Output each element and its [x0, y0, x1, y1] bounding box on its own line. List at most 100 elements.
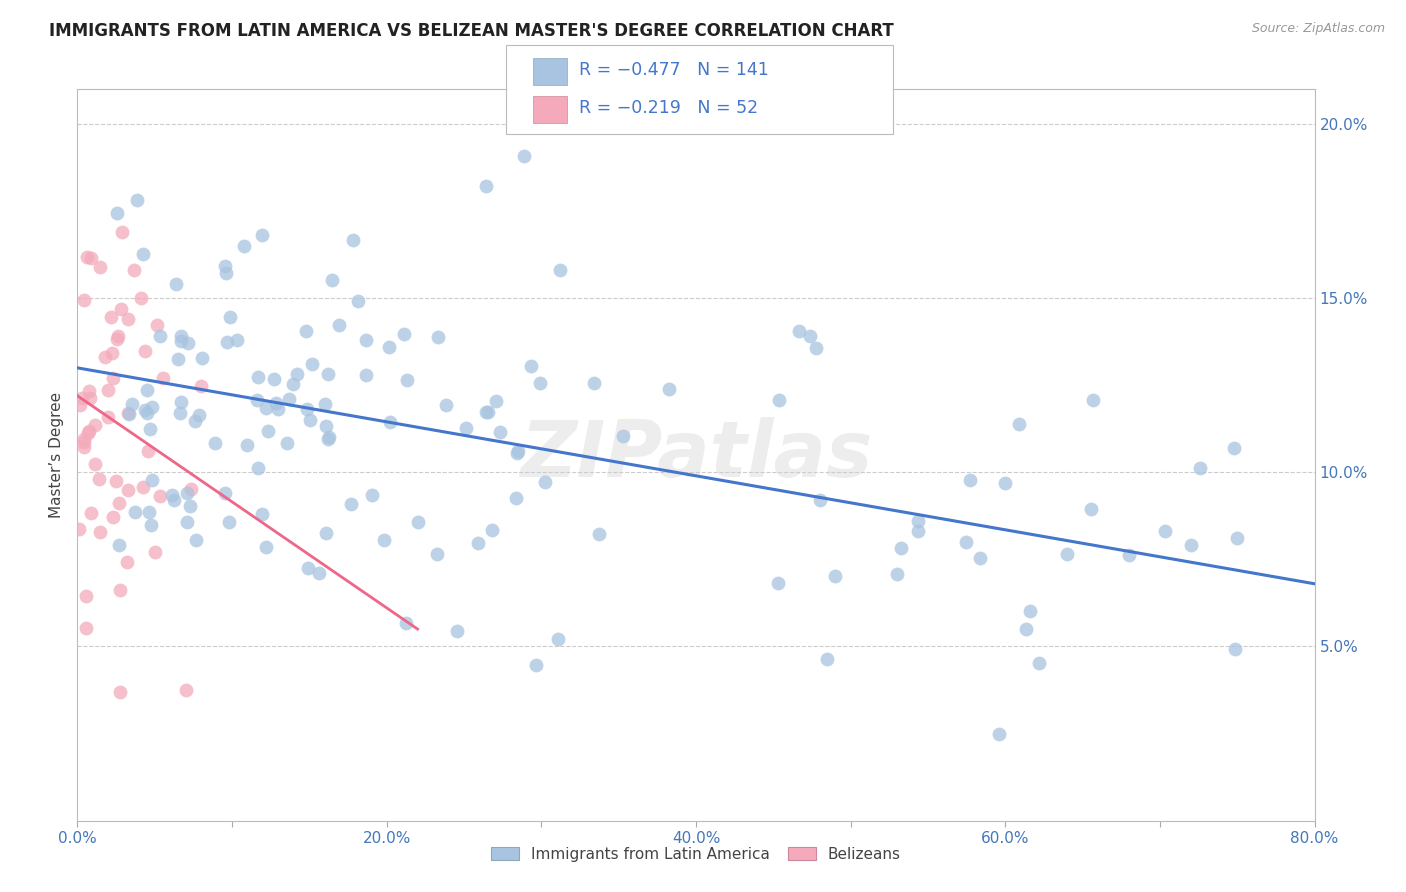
Point [184, 414, 207, 428]
Point [467, 535, 489, 549]
Point [170, 395, 193, 409]
Point [89, 525, 111, 540]
Point [124, 506, 146, 520]
Point [1080, 502, 1102, 516]
Y-axis label: Master’s Degree: Master’s Degree [49, 392, 65, 518]
Point [267, 402, 290, 417]
Point [256, 424, 278, 438]
Point [354, 333, 377, 347]
Point [254, 401, 277, 416]
Point [474, 179, 496, 194]
Point [136, 443, 159, 458]
Point [434, 398, 457, 412]
Point [101, 370, 124, 384]
Point [475, 404, 498, 418]
Point [73, 432, 96, 446]
Point [170, 334, 193, 349]
Point [170, 329, 193, 343]
Point [165, 277, 187, 291]
Point [67, 523, 90, 537]
Point [815, 652, 838, 666]
Point [346, 294, 368, 309]
Point [129, 291, 152, 305]
Point [529, 376, 551, 390]
Point [236, 438, 259, 452]
Point [246, 392, 269, 407]
Point [121, 397, 143, 411]
Text: R = −0.219   N = 52: R = −0.219 N = 52 [579, 99, 758, 117]
Point [315, 418, 337, 433]
Point [163, 492, 186, 507]
Point [505, 445, 527, 459]
Point [134, 343, 156, 358]
Point [136, 383, 159, 397]
Point [176, 486, 198, 500]
Point [955, 535, 977, 549]
Point [184, 533, 207, 548]
Point [132, 480, 155, 494]
Point [225, 333, 247, 347]
Point [141, 473, 163, 487]
Point [378, 415, 401, 429]
Point [73, 434, 96, 449]
Point [1015, 622, 1038, 636]
Point [204, 435, 226, 450]
Point [276, 436, 298, 450]
Point [105, 206, 128, 220]
Point [1180, 538, 1202, 552]
Point [890, 541, 912, 555]
Point [446, 624, 468, 638]
Point [83, 418, 105, 433]
Point [316, 432, 339, 446]
Point [191, 351, 214, 366]
Point [77, 384, 100, 399]
Point [318, 367, 340, 381]
Point [104, 474, 127, 488]
Point [315, 526, 337, 541]
Point [254, 540, 277, 554]
Point [97, 383, 120, 397]
Point [1154, 524, 1177, 538]
Point [907, 514, 929, 528]
Point [94, 351, 117, 365]
Point [1019, 603, 1042, 617]
Point [285, 367, 308, 381]
Point [108, 538, 131, 552]
Point [588, 527, 610, 541]
Text: Source: ZipAtlas.com: Source: ZipAtlas.com [1251, 22, 1385, 36]
Point [219, 310, 242, 324]
Point [75, 589, 97, 603]
Point [612, 429, 634, 443]
Point [103, 510, 125, 524]
Point [959, 473, 981, 487]
Point [218, 515, 240, 529]
Text: IMMIGRANTS FROM LATIN AMERICA VS BELIZEAN MASTER'S DEGREE CORRELATION CHART: IMMIGRANTS FROM LATIN AMERICA VS BELIZEA… [49, 22, 894, 40]
Point [318, 430, 340, 444]
Point [177, 335, 200, 350]
Point [75, 621, 97, 635]
Point [111, 225, 134, 239]
Point [247, 369, 270, 384]
Point [373, 533, 395, 547]
Point [190, 378, 212, 392]
Point [100, 310, 122, 325]
Point [152, 371, 174, 385]
Point [143, 545, 166, 559]
Point [117, 405, 139, 419]
Point [134, 402, 156, 417]
Point [160, 488, 183, 502]
Point [108, 684, 131, 698]
Point [169, 406, 191, 420]
Point [250, 507, 273, 521]
Point [297, 401, 319, 416]
Point [101, 346, 124, 360]
Point [582, 376, 605, 390]
Point [117, 312, 139, 326]
Point [105, 332, 128, 346]
Point [454, 420, 477, 434]
Point [179, 499, 201, 513]
Point [969, 551, 991, 566]
Point [70, 392, 93, 406]
Point [1225, 531, 1247, 545]
Point [1028, 657, 1050, 671]
